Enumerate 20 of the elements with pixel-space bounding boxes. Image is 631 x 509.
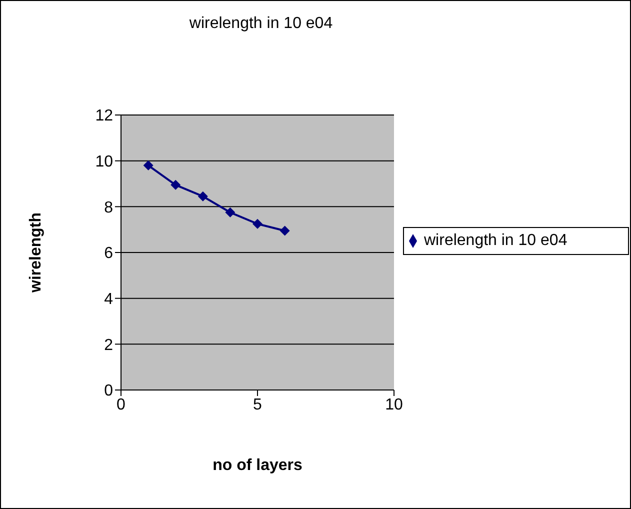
point [280,226,290,236]
x-tick-label: 10 [385,396,403,414]
y-tick-label: 12 [95,108,114,125]
chart-title: wirelength in 10 e04 [188,15,334,33]
y-tick-label: 8 [104,199,114,216]
y-axis-title: wirelength [28,212,45,294]
y-tick-label: 6 [104,245,114,262]
point [198,191,208,202]
point [170,180,181,190]
x-tick-label: 5 [253,396,262,414]
point [252,218,262,229]
y-tick-label: 2 [104,336,114,354]
x-tick-label: 0 [116,396,126,414]
point [225,207,236,218]
point [143,160,154,170]
y-tick-label: 10 [95,154,114,171]
y-tick-label: 0 [104,382,114,400]
y-tick-label: 4 [104,291,114,308]
x-axis-title: no of layers [212,457,302,474]
legend-label: wirelength in 10 e04 [424,232,568,249]
